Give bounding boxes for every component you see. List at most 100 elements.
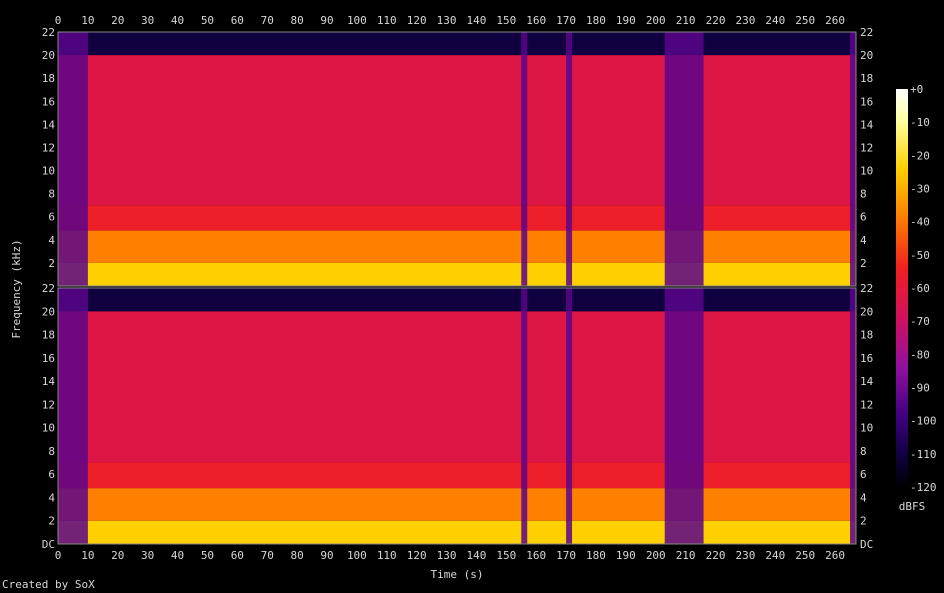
colorbar-ticks: +0 -10 -20 -30 -40 -50 -60 -70 -80 -90 -100 -110 -12… [910,83,937,494]
y-tick-right: 16 [860,352,873,365]
y-tick-left: 20 [42,49,55,62]
x-tick-bottom: 100 [347,549,367,562]
x-axis-label: Time (s) [431,568,484,581]
y-tick-left: 12 [42,141,55,154]
y-tick-right: 20 [860,305,873,318]
y-tick-left: 22 [42,26,55,39]
channel-1-spectrogram [58,32,856,286]
x-tick-bottom: 110 [377,549,397,562]
x-tick-top: 10 [81,14,94,27]
x-tick-bottom: 60 [231,549,244,562]
colorbar-tick: -120 [910,481,937,494]
y-tick-right: 10 [860,165,873,178]
y-tick-right: 12 [860,141,873,154]
x-tick-bottom: 150 [496,549,516,562]
x-tick-top: 40 [171,14,184,27]
y-tick-left: 14 [42,118,56,131]
x-tick-bottom: 120 [407,549,427,562]
frequency-band [58,32,856,56]
colorbar-tick: -40 [910,216,930,229]
x-tick-bottom: 50 [201,549,214,562]
frequency-band [58,520,856,544]
y-tick-left: 20 [42,305,55,318]
x-tick-top: 120 [407,14,427,27]
y-tick-right: 4 [860,234,867,247]
x-tick-bottom: 250 [795,549,815,562]
y-tick-left: 16 [42,95,55,108]
y-tick-left: 22 [42,282,55,295]
quiet-region [521,32,528,286]
x-tick-bottom: 130 [437,549,457,562]
y-tick-right: 6 [860,211,867,224]
channel-2-spectrogram [58,288,856,544]
quiet-region [566,288,573,544]
x-tick-top: 20 [111,14,124,27]
y-tick-right: DC [860,538,873,551]
x-tick-bottom: 40 [171,549,184,562]
y-tick-right: 12 [860,398,873,411]
frequency-band [58,288,856,312]
colorbar-tick: -30 [910,183,930,196]
colorbar-tick: -70 [910,315,930,328]
quiet-region [566,32,573,286]
colorbar-tick: -20 [910,149,930,162]
colorbar-tick: +0 [910,83,923,96]
x-tick-top: 130 [437,14,457,27]
y-tick-left: 10 [42,422,55,435]
x-tick-bottom: 90 [320,549,333,562]
x-tick-bottom: 20 [111,549,124,562]
quiet-region [58,32,88,286]
colorbar-tick: -10 [910,116,930,129]
quiet-region [58,288,88,544]
x-tick-top: 60 [231,14,244,27]
y-tick-left: 4 [48,491,55,504]
x-tick-top: 30 [141,14,154,27]
y-tick-right: 14 [860,118,874,131]
y-tick-right: 6 [860,468,867,481]
y-tick-right: 18 [860,329,873,342]
x-tick-top: 170 [556,14,576,27]
x-tick-top: 70 [261,14,274,27]
y-tick-left: 8 [48,188,55,201]
y-tick-left: 4 [48,234,55,247]
quiet-region [521,288,528,544]
y-tick-left: 10 [42,165,55,178]
y-tick-right: 22 [860,282,873,295]
x-tick-top: 240 [765,14,785,27]
x-tick-top: 220 [706,14,726,27]
y-tick-left: 2 [48,257,55,270]
y-tick-right: 14 [860,375,874,388]
y-tick-right: 20 [860,49,873,62]
quiet-region [664,288,704,544]
panel-frame [57,287,857,545]
quiet-region [664,32,704,286]
frequency-band [58,55,856,206]
y-tick-right: 18 [860,72,873,85]
x-tick-bottom: 220 [706,549,726,562]
x-tick-top: 80 [290,14,303,27]
y-tick-left: 8 [48,445,55,458]
colorbar-tick: -100 [910,415,937,428]
colorbar-tick: -50 [910,249,930,262]
y-tick-left: 12 [42,398,55,411]
colorbar-tick: -90 [910,382,930,395]
x-tick-bottom: 80 [290,549,303,562]
y-tick-right: 8 [860,188,867,201]
colorbar [896,89,908,487]
frequency-band [58,488,856,521]
x-tick-bottom: 230 [735,549,755,562]
y-tick-right: 10 [860,422,873,435]
frequency-band [58,462,856,489]
y-tick-right: 2 [860,515,867,528]
y-tick-left: 2 [48,515,55,528]
x-tick-bottom: 10 [81,549,94,562]
quiet-region [850,288,856,544]
x-tick-bottom: 30 [141,549,154,562]
x-tick-top: 200 [646,14,666,27]
x-tick-top: 230 [735,14,755,27]
x-tick-bottom: 240 [765,549,785,562]
y-tick-left: 6 [48,468,55,481]
x-tick-bottom: 260 [825,549,845,562]
